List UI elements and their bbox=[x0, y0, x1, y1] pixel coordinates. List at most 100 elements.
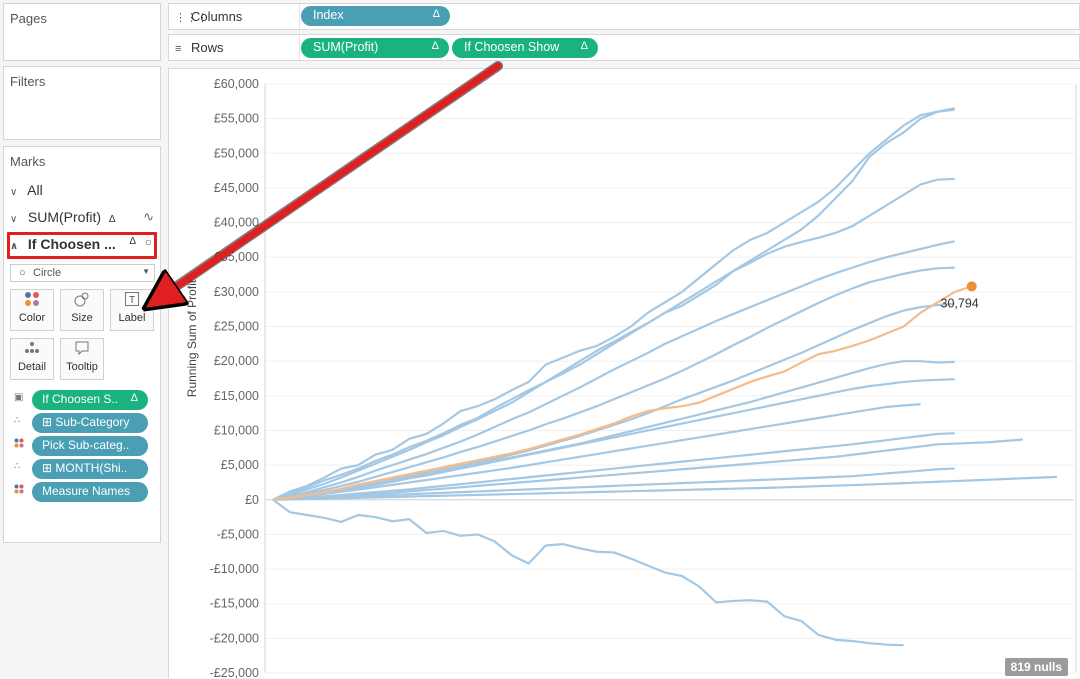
shelf-divider bbox=[299, 4, 300, 29]
delta-icon: Δ bbox=[580, 40, 588, 52]
shelf-divider bbox=[299, 35, 300, 60]
y-tick-label: £0 bbox=[245, 493, 259, 507]
tooltip-icon bbox=[61, 339, 103, 361]
series-line bbox=[272, 438, 1023, 501]
svg-text:T: T bbox=[129, 295, 135, 306]
y-tick-label: £50,000 bbox=[214, 146, 259, 160]
pill-text: SUM(Profit) bbox=[313, 40, 379, 54]
y-tick-label: £5,000 bbox=[221, 458, 259, 472]
mark-type-dropdown[interactable]: ○ Circle ▼ bbox=[10, 264, 155, 282]
rows-label: ≡ Rows bbox=[175, 40, 224, 55]
rows-shelf[interactable]: ≡ Rows SUM(Profit) Δ If Choosen Show Δ bbox=[168, 34, 1080, 61]
series-line bbox=[272, 266, 955, 501]
field-pill[interactable]: Pick Sub-categ.. bbox=[32, 436, 148, 456]
detail-button[interactable]: Detail bbox=[10, 338, 54, 380]
series-line bbox=[272, 432, 955, 501]
chevron-down-icon: ∨ bbox=[10, 214, 18, 225]
y-tick-label: £45,000 bbox=[214, 181, 259, 195]
filters-card: Filters bbox=[3, 66, 161, 140]
label-button-label: Label bbox=[118, 312, 146, 324]
color-icon bbox=[11, 290, 53, 312]
chevron-down-icon: ∨ bbox=[10, 187, 18, 198]
line-mark-icon: ∿ bbox=[143, 209, 154, 224]
y-tick-label: -£20,000 bbox=[210, 631, 259, 645]
nulls-badge[interactable]: 819 nulls bbox=[1004, 658, 1068, 676]
rows-label-text: Rows bbox=[191, 40, 224, 55]
marks-card: Marks ∨ All ∨ SUM(Profit) Δ ∿ ∧ If Choos… bbox=[3, 146, 161, 543]
delta-icon: Δ bbox=[432, 8, 440, 20]
marks-title: Marks bbox=[10, 154, 46, 169]
pages-card: Pages bbox=[3, 3, 161, 61]
series-line bbox=[272, 475, 1058, 501]
field-pill[interactable]: Measure Names bbox=[32, 482, 148, 502]
series-line bbox=[272, 240, 955, 501]
pill-text: Index bbox=[313, 8, 344, 22]
series-line bbox=[272, 302, 955, 501]
y-tick-label: £25,000 bbox=[214, 320, 259, 334]
marks-if-choosen-row[interactable]: ∧ If Choosen ... Δ ○ bbox=[10, 235, 156, 252]
columns-icon: ⋮⋮⋮ bbox=[175, 12, 208, 24]
viz-area[interactable]: £60,000 £55,000 £50,000 £45,000 £40,000 £35,0… bbox=[168, 68, 1080, 679]
detail-button-label: Detail bbox=[17, 361, 47, 373]
marks-field-detail[interactable]: ∴ ⊞ Sub-Category bbox=[10, 413, 160, 433]
line-chart[interactable]: £60,000 £55,000 £50,000 £45,000 £40,000 £35,0… bbox=[169, 69, 1080, 679]
columns-pill-index[interactable]: Index Δ bbox=[301, 6, 450, 26]
y-tick-label: -£5,000 bbox=[217, 527, 259, 541]
marks-if-choosen-label: If Choosen ... bbox=[27, 236, 116, 252]
delta-icon: Δ bbox=[431, 40, 439, 52]
columns-label: ⋮⋮⋮Columns bbox=[175, 9, 242, 24]
field-pill[interactable]: If Choosen S.. Δ bbox=[32, 390, 148, 410]
field-pill[interactable]: ⊞ MONTH(Shi.. bbox=[32, 459, 148, 479]
color-button[interactable]: Color bbox=[10, 289, 54, 331]
dropdown-arrow-icon: ▼ bbox=[142, 267, 150, 276]
delta-icon: Δ bbox=[129, 236, 136, 247]
y-tick-label: £35,000 bbox=[214, 250, 259, 264]
series-line bbox=[272, 107, 955, 501]
detail-icon: ∴ bbox=[14, 415, 21, 426]
filters-title: Filters bbox=[10, 74, 46, 89]
marks-field-color-2[interactable]: Measure Names bbox=[10, 482, 160, 502]
label-icon: ▣ bbox=[14, 392, 24, 403]
chevron-up-icon: ∧ bbox=[10, 241, 19, 252]
series-line bbox=[272, 403, 921, 501]
series-line bbox=[272, 498, 904, 647]
y-axis-title: Running Sum of Profit bbox=[185, 279, 199, 397]
marks-sum-profit-label: SUM(Profit) bbox=[27, 209, 102, 225]
pages-title: Pages bbox=[10, 11, 47, 26]
tooltip-button-label: Tooltip bbox=[66, 361, 98, 373]
y-tick-label: £30,000 bbox=[214, 285, 259, 299]
label-button[interactable]: T Label bbox=[110, 289, 154, 331]
series-line bbox=[272, 467, 955, 501]
detail-icon bbox=[11, 339, 53, 361]
marks-sum-profit-row[interactable]: ∨ SUM(Profit) Δ ∿ bbox=[10, 209, 158, 225]
highlight-data-label: 30,794 bbox=[941, 296, 979, 310]
highlight-point bbox=[966, 281, 977, 292]
series-line bbox=[272, 177, 955, 501]
pill-text: If Choosen Show bbox=[464, 40, 560, 54]
tooltip-button[interactable]: Tooltip bbox=[60, 338, 104, 380]
marks-field-label[interactable]: ▣ If Choosen S.. Δ bbox=[10, 390, 160, 410]
circle-icon: ○ bbox=[19, 267, 26, 279]
rows-pill-sum-profit[interactable]: SUM(Profit) Δ bbox=[301, 38, 449, 58]
rows-pill-if-choosen-show[interactable]: If Choosen Show Δ bbox=[452, 38, 598, 58]
delta-icon: Δ bbox=[108, 214, 116, 225]
y-tick-label: -£10,000 bbox=[210, 562, 259, 576]
y-tick-label: £10,000 bbox=[214, 423, 259, 437]
columns-shelf[interactable]: ⋮⋮⋮Columns Index Δ bbox=[168, 3, 1080, 30]
size-icon bbox=[61, 290, 103, 312]
detail-icon: ∴ bbox=[14, 461, 21, 472]
y-tick-label: £20,000 bbox=[214, 354, 259, 368]
marks-field-detail-2[interactable]: ∴ ⊞ MONTH(Shi.. bbox=[10, 459, 160, 479]
size-button[interactable]: Size bbox=[60, 289, 104, 331]
label-icon: T bbox=[111, 290, 153, 312]
marks-all-label: All bbox=[27, 182, 43, 198]
field-pill[interactable]: ⊞ Sub-Category bbox=[32, 413, 148, 433]
circle-mark-icon: ○ bbox=[144, 235, 152, 249]
field-pill-text: If Choosen S.. bbox=[42, 392, 119, 406]
y-tick-label: -£25,000 bbox=[210, 666, 259, 679]
marks-field-color[interactable]: Pick Sub-categ.. bbox=[10, 436, 160, 456]
marks-all-row[interactable]: ∨ All bbox=[10, 182, 43, 198]
size-button-label: Size bbox=[71, 312, 93, 324]
series-line bbox=[272, 108, 955, 501]
mark-type-value: Circle bbox=[33, 267, 62, 279]
